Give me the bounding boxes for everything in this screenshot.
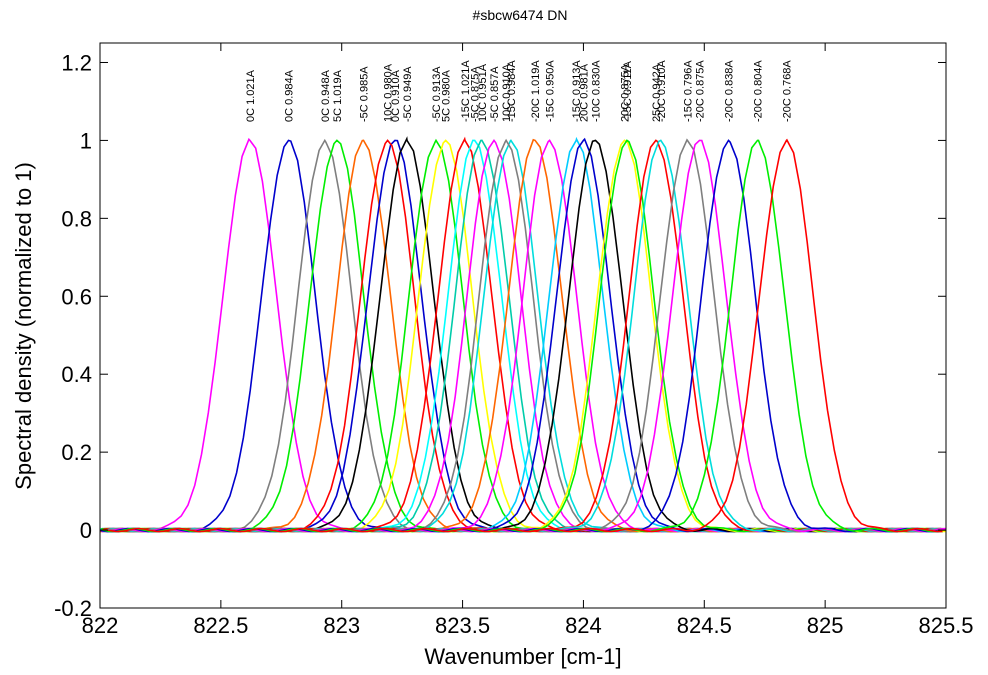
peak-label: 20C 0.981A (578, 63, 590, 122)
x-tick-label: 822 (82, 613, 119, 638)
peak-label: 0C 1.021A (245, 69, 257, 122)
x-tick-label: 825 (807, 613, 844, 638)
x-tick-label: 824 (565, 613, 602, 638)
series-line (103, 138, 943, 533)
peak-label: -15C 0.913A (571, 60, 583, 122)
series-lines (99, 136, 947, 533)
peak-label: -10C 0.830A (591, 60, 603, 122)
peak-label: -15C 1.021A (460, 60, 472, 122)
x-tick-label: 825.5 (918, 613, 973, 638)
peak-label: -20C 0.804A (752, 60, 764, 122)
peak-label: -5C 0.913A (431, 66, 443, 122)
peak-label: -5C 0.949A (402, 66, 414, 122)
y-tick-label: 0.6 (61, 284, 92, 309)
peak-label: -20C 0.910A (656, 60, 668, 122)
peak-label: -15C 0.950A (545, 60, 557, 122)
x-tick-label: 823.5 (435, 613, 490, 638)
y-tick-label: -0.2 (54, 596, 92, 621)
peak-label: 10C 0.951A (477, 63, 489, 122)
peak-labels: 0C 1.021A 0C 0.984A 0C 0.948A 5C 1.019A -5C … (245, 60, 794, 122)
peak-label: 10C 0.980A (383, 63, 395, 122)
peak-label: -20C 0.875A (694, 60, 706, 122)
peak-label: -20C 0.838A (723, 60, 735, 122)
x-axis-label: Wavenumber [cm-1] (424, 644, 621, 669)
peak-label: -5C 0.857A (489, 66, 501, 122)
peak-label: 0C 0.984A (284, 69, 296, 122)
y-tick-label: 0.2 (61, 440, 92, 465)
peak-label: 10C 0.910A (501, 63, 513, 122)
chart-title: #sbcw6474 DN (473, 7, 568, 23)
y-tick-label: 1.2 (61, 50, 92, 75)
y-tick-label: 1 (80, 128, 92, 153)
x-axis-ticks: 822 822.5 823 823.5 824 824.5 825 825.5 (82, 43, 974, 638)
peak-label: 0C 0.948A (320, 69, 332, 122)
y-tick-label: 0.4 (61, 362, 92, 387)
y-tick-label: 0.8 (61, 206, 92, 231)
peak-label: -20C 0.768A (781, 60, 793, 122)
peak-label: 25C 0.942A (651, 63, 663, 122)
peak-label: -15C 0.984A (506, 60, 518, 122)
peak-label: -5C 0.875A (470, 66, 482, 122)
y-axis-label: Spectral density (normalized to 1) (11, 162, 36, 490)
plot-frame (99, 42, 947, 609)
peak-label: 5C 1.019A (332, 69, 344, 122)
peak-label: -15C 0.796A (682, 60, 694, 122)
peak-label: -20C 1.019A (530, 60, 542, 122)
y-axis-ticks: -0.2 0 0.2 0.4 0.6 0.8 1 1.2 (54, 50, 946, 621)
x-tick-label: 822.5 (193, 613, 248, 638)
y-tick-label: 0 (80, 518, 92, 543)
peak-label: 5C 0.980A (441, 69, 453, 122)
x-tick-label: 823 (323, 613, 360, 638)
peak-label: 20C 0.875A (620, 63, 632, 122)
peak-label: 0C 0.910A (390, 69, 402, 122)
x-tick-label: 824.5 (677, 613, 732, 638)
peak-label: -5C 0.985A (358, 66, 370, 122)
peak-label: -15C 0.911A (622, 60, 634, 122)
